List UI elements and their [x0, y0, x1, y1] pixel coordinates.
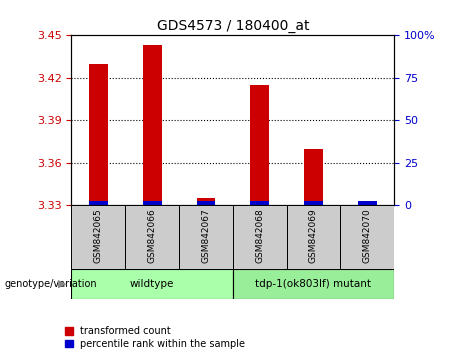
Title: GDS4573 / 180400_at: GDS4573 / 180400_at — [157, 19, 309, 33]
Bar — [143, 45, 161, 205]
Bar — [358, 201, 377, 205]
Bar — [196, 201, 215, 205]
Text: tdp-1(ok803lf) mutant: tdp-1(ok803lf) mutant — [255, 279, 372, 289]
Bar — [196, 198, 215, 205]
Text: ▶: ▶ — [59, 279, 67, 289]
Text: GSM842067: GSM842067 — [201, 209, 210, 263]
Bar — [71, 205, 125, 269]
Text: GSM842065: GSM842065 — [94, 209, 103, 263]
Bar — [250, 85, 269, 205]
Bar — [125, 205, 179, 269]
Text: GSM842069: GSM842069 — [309, 209, 318, 263]
Text: GSM842070: GSM842070 — [363, 209, 372, 263]
Text: genotype/variation: genotype/variation — [5, 279, 97, 289]
Bar — [358, 201, 377, 205]
Bar — [71, 269, 233, 299]
Text: wildtype: wildtype — [130, 279, 174, 289]
Bar — [143, 201, 161, 205]
Bar — [89, 64, 108, 205]
Text: GSM842066: GSM842066 — [148, 209, 157, 263]
Bar — [304, 201, 323, 205]
Bar — [304, 149, 323, 205]
Legend: transformed count, percentile rank within the sample: transformed count, percentile rank withi… — [65, 326, 245, 349]
Bar — [287, 205, 340, 269]
Bar — [89, 201, 108, 205]
Bar — [233, 269, 394, 299]
Text: GSM842068: GSM842068 — [255, 209, 264, 263]
Bar — [250, 201, 269, 205]
Bar — [233, 205, 287, 269]
Bar — [340, 205, 394, 269]
Bar — [179, 205, 233, 269]
